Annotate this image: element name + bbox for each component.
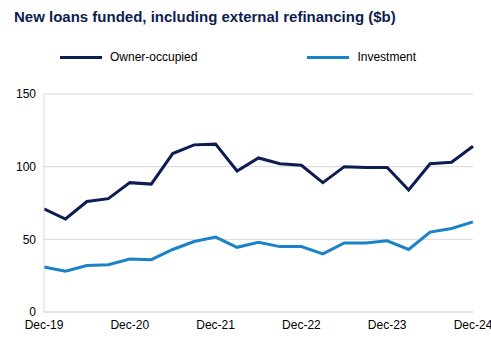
html-text:New loans funded, including ex: New loans funded, including external ref…	[14, 8, 396, 25]
html-text:Owner-occupied: Owner-occupied	[110, 50, 198, 64]
svg-text:Dec-22: Dec-22	[282, 318, 321, 332]
svg-text:150: 150	[16, 87, 36, 101]
svg-text:Dec-23: Dec-23	[368, 318, 407, 332]
svg-text:0: 0	[29, 305, 36, 319]
svg-text:Dec-20: Dec-20	[110, 318, 149, 332]
svg-text:Dec-24: Dec-24	[454, 318, 483, 332]
svg-text:50: 50	[23, 233, 37, 247]
svg-text:100: 100	[16, 160, 36, 174]
html-text:Investment: Investment	[357, 50, 417, 64]
svg-text:Dec-19: Dec-19	[25, 318, 64, 332]
svg-text:Dec-21: Dec-21	[196, 318, 235, 332]
